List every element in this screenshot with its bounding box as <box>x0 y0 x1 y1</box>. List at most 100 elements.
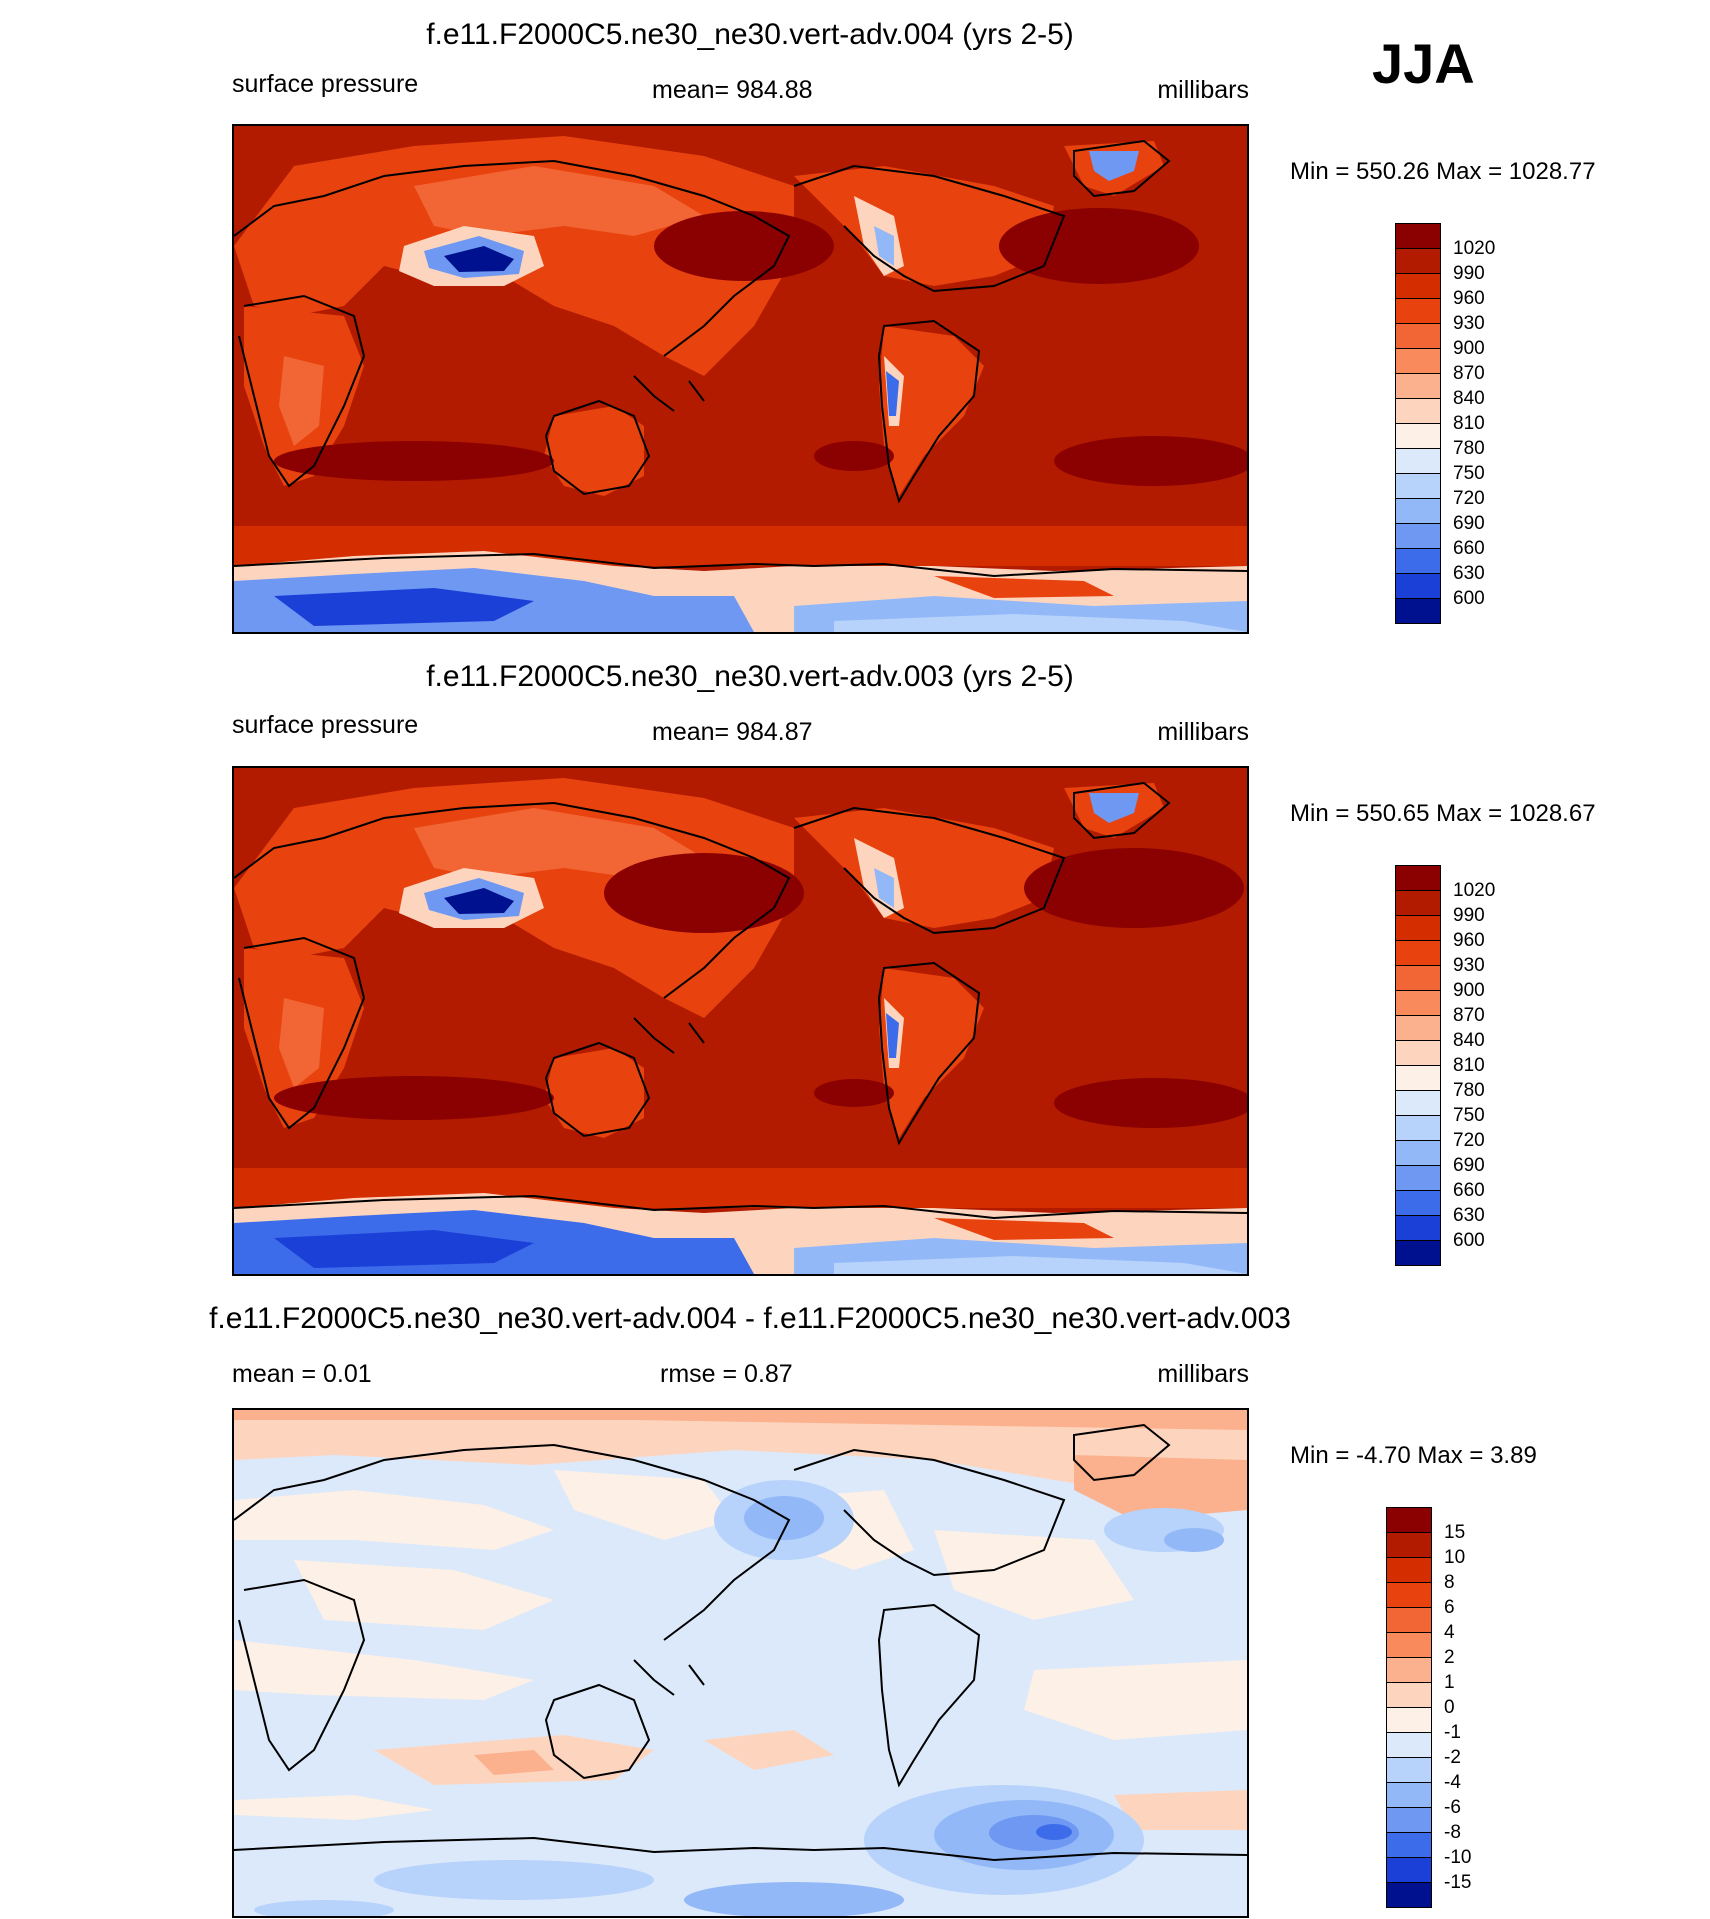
panel-3-map-svg <box>234 1410 1247 1916</box>
land-shading <box>234 136 1247 632</box>
colorbar-box <box>1395 348 1441 374</box>
colorbar-label: 780 <box>1453 1080 1485 1101</box>
colorbar-label: 660 <box>1453 1180 1485 1201</box>
panel-2-map-svg <box>234 768 1247 1274</box>
colorbar-box <box>1395 890 1441 916</box>
colorbar-box <box>1386 1607 1432 1633</box>
colorbar-label: 6 <box>1444 1597 1455 1618</box>
colorbar-box <box>1386 1507 1432 1533</box>
colorbar-label: 900 <box>1453 338 1485 359</box>
colorbar-label: 600 <box>1453 588 1485 609</box>
coastlines <box>234 781 1247 1220</box>
colorbar-label: 15 <box>1444 1522 1466 1543</box>
colorbar-label: 840 <box>1453 1030 1485 1051</box>
colorbar-label: 660 <box>1453 538 1485 559</box>
panel-1-variable-label: surface pressure <box>232 70 419 98</box>
colorbar-box <box>1386 1832 1432 1858</box>
panel-3-minmax: Min = -4.70 Max = 3.89 <box>1290 1442 1537 1469</box>
colorbar-box <box>1395 1165 1441 1191</box>
colorbar-label: -6 <box>1444 1797 1461 1818</box>
colorbar-box <box>1395 915 1441 941</box>
colorbar-label: 990 <box>1453 263 1485 284</box>
colorbar-box <box>1395 865 1441 891</box>
colorbar-box <box>1395 1015 1441 1041</box>
colorbar-label: 780 <box>1453 438 1485 459</box>
colorbar-label: 900 <box>1453 980 1485 1001</box>
panel-2-mean-label: mean= 984.87 <box>652 718 813 746</box>
colorbar-box <box>1395 940 1441 966</box>
colorbar-label: 750 <box>1453 1105 1485 1126</box>
coastlines <box>234 1423 1247 1862</box>
panel-1-title: f.e11.F2000C5.ne30_ne30.vert-adv.004 (yr… <box>426 18 1074 51</box>
colorbar-label: 690 <box>1453 1155 1485 1176</box>
colorbar-label: 630 <box>1453 563 1485 584</box>
colorbar-label: 720 <box>1453 1130 1485 1151</box>
colorbar-box <box>1395 323 1441 349</box>
colorbar-box <box>1395 1215 1441 1241</box>
colorbar-box <box>1386 1857 1432 1883</box>
colorbar-box <box>1395 298 1441 324</box>
colorbar-label: 810 <box>1453 1055 1485 1076</box>
colorbar-label: 630 <box>1453 1205 1485 1226</box>
panel-2-map <box>232 766 1249 1276</box>
colorbar-box <box>1386 1557 1432 1583</box>
colorbar-box <box>1395 965 1441 991</box>
colorbar-box <box>1395 1190 1441 1216</box>
colorbar-box <box>1386 1782 1432 1808</box>
colorbar-label: 720 <box>1453 488 1485 509</box>
colorbar-box <box>1395 548 1441 574</box>
colorbar-label: 10 <box>1444 1547 1466 1568</box>
colorbar-label: 600 <box>1453 1230 1485 1251</box>
colorbar-label: -4 <box>1444 1772 1461 1793</box>
colorbar-box <box>1386 1757 1432 1783</box>
colorbar-label: 960 <box>1453 930 1485 951</box>
colorbar-label: -10 <box>1444 1847 1472 1868</box>
colorbar-label: 750 <box>1453 463 1485 484</box>
colorbar-box <box>1395 373 1441 399</box>
colorbar-label: 8 <box>1444 1572 1455 1593</box>
panel-2-minmax: Min = 550.65 Max = 1028.67 <box>1290 800 1596 827</box>
colorbar-box <box>1386 1882 1432 1908</box>
land-shading <box>234 778 1247 1274</box>
colorbar-box <box>1386 1532 1432 1558</box>
panel-1-minmax: Min = 550.26 Max = 1028.77 <box>1290 158 1596 185</box>
panel-2-title: f.e11.F2000C5.ne30_ne30.vert-adv.003 (yr… <box>426 660 1074 693</box>
colorbar-box <box>1395 248 1441 274</box>
panel-3-title: f.e11.F2000C5.ne30_ne30.vert-adv.004 - f… <box>209 1302 1291 1335</box>
colorbar-box <box>1395 990 1441 1016</box>
colorbar-box <box>1395 398 1441 424</box>
colorbar-label: 870 <box>1453 1005 1485 1026</box>
colorbar-box <box>1395 1115 1441 1141</box>
panel-1-mean-label: mean= 984.88 <box>652 76 813 104</box>
colorbar-box <box>1386 1732 1432 1758</box>
panel-3-rmse-label: rmse = 0.87 <box>660 1360 793 1388</box>
colorbar-label: 870 <box>1453 363 1485 384</box>
colorbar-box <box>1386 1682 1432 1708</box>
colorbar-box <box>1395 223 1441 249</box>
colorbar-box <box>1395 573 1441 599</box>
colorbar-box <box>1395 423 1441 449</box>
colorbar-label: 4 <box>1444 1622 1455 1643</box>
colorbar-label: -1 <box>1444 1722 1461 1743</box>
colorbar-box <box>1386 1582 1432 1608</box>
panel-1-units-label: millibars <box>1157 76 1249 104</box>
colorbar-box <box>1386 1807 1432 1833</box>
panel-3-mean-label: mean = 0.01 <box>232 1360 372 1388</box>
colorbar-box <box>1395 523 1441 549</box>
panel-2-units-label: millibars <box>1157 718 1249 746</box>
colorbar-box <box>1386 1632 1432 1658</box>
coastlines <box>234 139 1247 578</box>
colorbar-label: 840 <box>1453 388 1485 409</box>
diff-shading <box>234 1410 1247 1916</box>
colorbar-box <box>1395 273 1441 299</box>
colorbar-box <box>1395 1240 1441 1266</box>
colorbar-label: -15 <box>1444 1872 1472 1893</box>
colorbar-label: 2 <box>1444 1647 1455 1668</box>
colorbar-label: 960 <box>1453 288 1485 309</box>
colorbar-box <box>1395 1140 1441 1166</box>
colorbar-box <box>1395 598 1441 624</box>
colorbar-box <box>1395 1065 1441 1091</box>
panel-3-map <box>232 1408 1249 1918</box>
season-label: JJA <box>1372 32 1475 95</box>
colorbar-label: 1 <box>1444 1672 1455 1693</box>
